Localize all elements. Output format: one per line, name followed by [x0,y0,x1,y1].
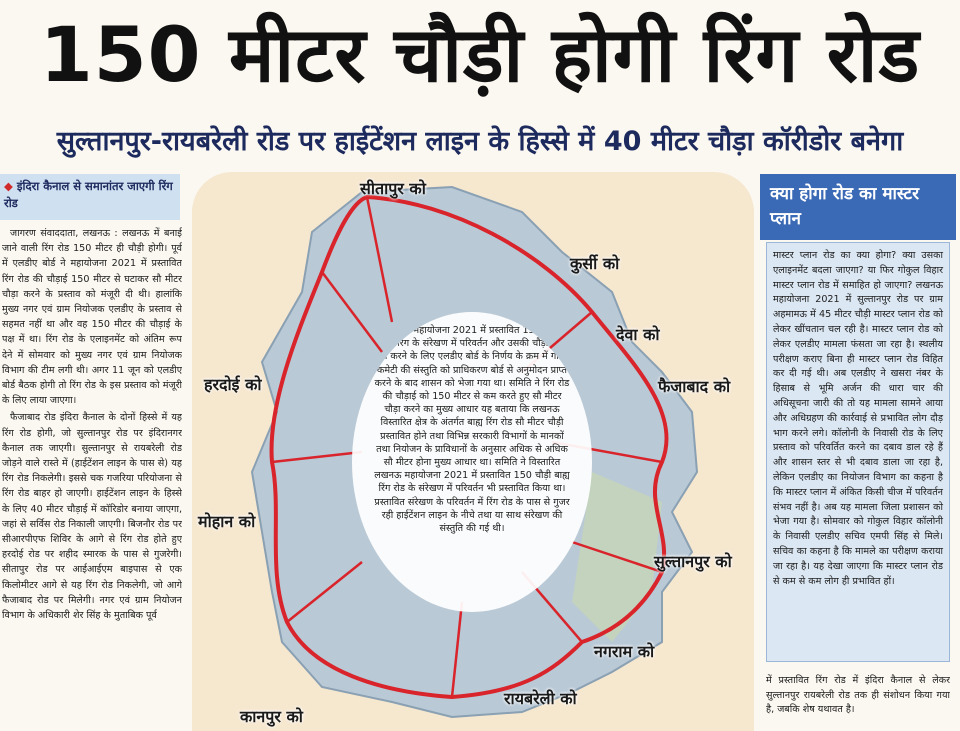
left-column: इंदिरा कैनाल से समानांतर जाएगी रिंग रोड … [0,174,186,731]
map-label: फैजाबाद को [658,377,731,396]
column-footer: में प्रस्तावित रिंग रोड में इंदिरा कैनाल… [766,675,950,716]
map-label: सीतापुर को [360,179,426,198]
map-label: सुल्तानपुर को [654,552,732,571]
right-column: क्या होगा रोड का मास्टर प्लान मास्टर प्ल… [760,174,960,731]
subheadline: सुल्तानपुर-रायबरेली रोड पर हाईटेंशन लाइन… [56,126,904,157]
center-text: लखनऊ महायोजना 2021 में प्रस्तावित 150 मी… [352,312,592,612]
map: लखनऊ महायोजना 2021 में प्रस्तावित 150 मी… [192,172,754,731]
column-body: जागरण संवाददाता, लखनऊ : लखनऊ में बनाई जा… [2,226,182,731]
map-label: कानपुर को [240,707,303,726]
column-body: मास्टर प्लान रोड का क्या होगा? क्या उसका… [766,242,950,662]
map-label: कुर्सी को [570,254,620,273]
map-label: हरदोई को [204,375,262,394]
map-label: मोहान को [198,512,256,531]
map-label: देवा को [616,325,660,344]
paragraph: जागरण संवाददाता, लखनऊ : लखनऊ में बनाई जा… [2,228,182,407]
map-label: रायबरेली को [504,689,577,708]
map-label: नगराम को [594,642,655,661]
paragraph: फैजाबाद रोड इंदिरा कैनाल के दोनों हिस्से… [2,412,182,622]
column-heading: इंदिरा कैनाल से समानांतर जाएगी रिंग रोड [0,174,180,220]
ring-road [269,194,669,700]
column-heading: क्या होगा रोड का मास्टर प्लान [760,174,956,240]
headline: 150 मीटर चौड़ी होगी रिंग रोड [39,10,921,99]
